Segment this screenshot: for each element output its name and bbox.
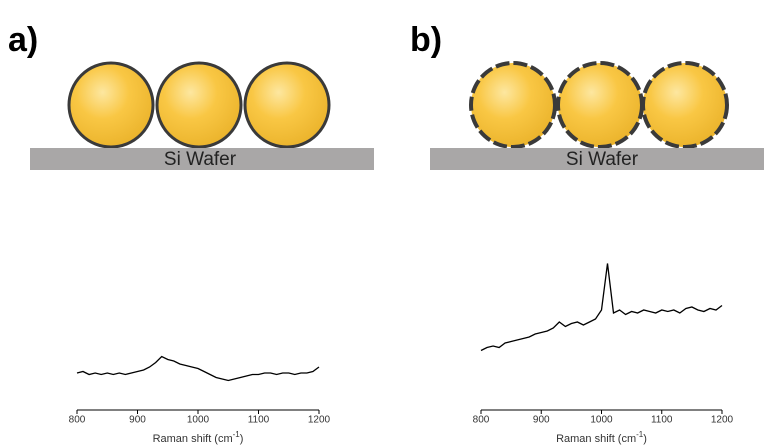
x-axis-title-part: Raman shift (cm <box>556 433 636 445</box>
nanoparticle <box>641 61 729 149</box>
nanoparticle <box>67 61 155 149</box>
x-tick-label: 1000 <box>187 415 210 426</box>
spectrum-line <box>480 263 723 352</box>
schematic-a: a) Si Wafer <box>8 21 374 170</box>
x-axis-title-part: -1 <box>636 430 644 439</box>
panel-label: a) <box>8 21 38 59</box>
substrate-label: Si Wafer <box>566 149 639 170</box>
nanoparticle <box>243 61 331 149</box>
x-tick-label: 1100 <box>248 415 270 426</box>
x-tick-label: 900 <box>533 415 550 426</box>
x-tick-label: 1200 <box>308 415 331 426</box>
x-tick-label: 1100 <box>651 415 673 426</box>
panel-label: b) <box>410 21 442 59</box>
substrate-label: Si Wafer <box>164 149 237 170</box>
wafer <box>430 148 764 170</box>
x-tick-label: 1000 <box>590 415 613 426</box>
x-tick-label: 1200 <box>711 415 734 426</box>
x-axis-title-part: ) <box>240 433 244 445</box>
wafer <box>30 148 374 170</box>
nanoparticle <box>155 61 243 149</box>
x-axis-title-part: -1 <box>233 430 241 439</box>
x-axis-title: Raman shift (cm-1) <box>153 430 244 445</box>
x-axis-title: Raman shift (cm-1) <box>556 430 647 445</box>
schematic-b: b) Si Wafer <box>410 21 764 170</box>
x-axis-title-part: ) <box>643 433 647 445</box>
nanoparticle <box>469 61 557 149</box>
x-tick-label: 800 <box>69 415 86 426</box>
x-tick-label: 800 <box>473 415 490 426</box>
x-axis-title-part: Raman shift (cm <box>153 433 233 445</box>
spectrum-line <box>76 355 320 382</box>
nanoparticle <box>556 61 644 149</box>
x-tick-label: 900 <box>129 415 146 426</box>
